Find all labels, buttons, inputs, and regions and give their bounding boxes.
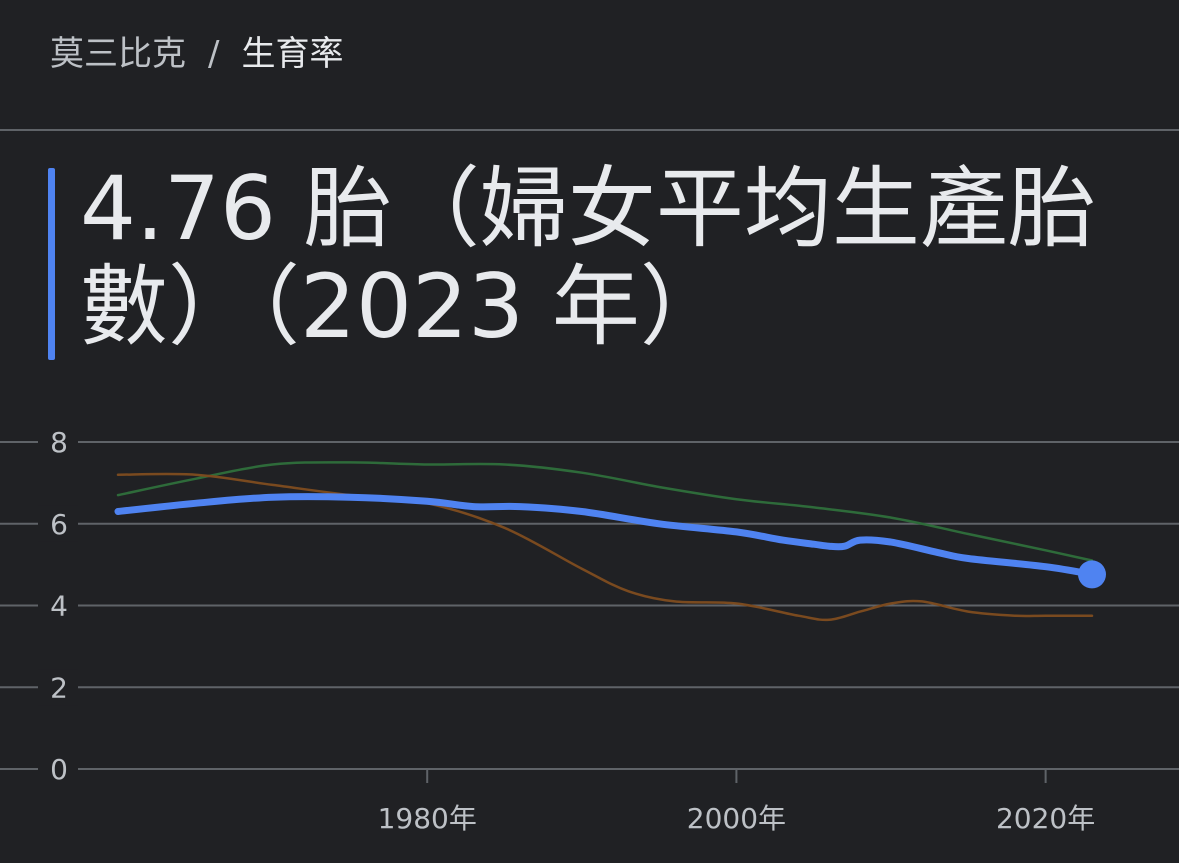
headline-value: 4.76 胎（婦女平均生產胎數）（2023 年）: [80, 157, 1096, 358]
y-tick-label: 6: [50, 508, 68, 541]
y-tick-label-bg: [38, 587, 78, 624]
x-tick-layer: [426, 769, 1047, 783]
breadcrumb-current: 生育率: [241, 34, 344, 74]
series-layer: [114, 461, 1106, 622]
y-tick-label: 2: [50, 671, 68, 704]
headline-accent-bar: [48, 168, 55, 360]
y-tick-label-bg: [38, 505, 78, 542]
x-tick-label: 2000年: [687, 802, 786, 835]
fertility-line-chart: 0 2 4 6 8 1980年 2000年 2020年: [0, 400, 1179, 863]
breadcrumb-separator: /: [208, 34, 220, 74]
header-divider: [0, 129, 1179, 131]
y-tick-label: 8: [50, 426, 68, 459]
grid-layer: [0, 441, 1179, 770]
x-tick-label-layer: 1980年 2000年 2020年: [378, 802, 1096, 835]
y-tick-label: 0: [50, 753, 68, 786]
primary-series-line: [114, 493, 1096, 578]
x-tick-label: 2020年: [996, 802, 1095, 835]
y-tick-label-bg: [38, 751, 78, 787]
y-tick-label-layer: 0 2 4 6 8: [38, 424, 78, 787]
breadcrumb: 莫三比克 / 生育率: [50, 28, 343, 80]
comparison-series-line-1: [116, 461, 1094, 562]
primary-series-last-point: [1078, 560, 1106, 589]
y-tick-label-bg: [38, 424, 78, 460]
chart-svg: 0 2 4 6 8 1980年 2000年 2020年: [0, 424, 1179, 835]
x-tick-label: 1980年: [378, 802, 477, 835]
y-tick-label: 4: [50, 590, 68, 623]
y-tick-label-bg: [38, 669, 78, 706]
breadcrumb-country-link[interactable]: 莫三比克: [50, 34, 186, 74]
